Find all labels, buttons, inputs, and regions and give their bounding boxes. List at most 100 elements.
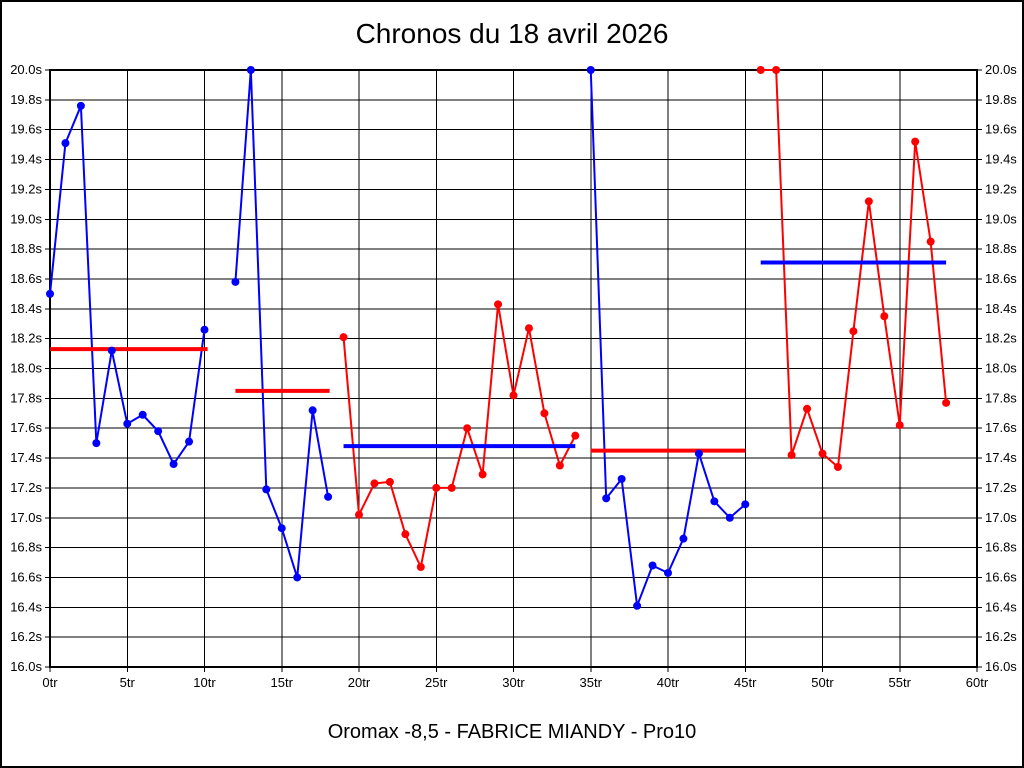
y-axis-label-right: 17.6s [985,420,1017,435]
y-axis-label-right: 18.6s [985,271,1017,286]
series-line-stint-3 [342,303,577,569]
data-point-stint-5 [803,404,812,413]
data-point-stint-4 [741,500,750,509]
data-point-stint-4 [664,568,672,577]
y-axis-label-left: 20.0s [10,62,42,77]
y-axis-label-right: 17.0s [985,510,1017,525]
x-axis-label: 0tr [42,675,58,690]
data-point-stint-5 [818,449,827,458]
data-point-stint-3 [432,483,441,492]
y-axis-label-right: 16.4s [985,599,1017,614]
x-axis-label: 15tr [271,675,294,690]
y-axis-label-left: 18.4s [10,301,42,316]
data-point-stint-1 [61,139,70,148]
data-point-stint-1 [123,419,132,428]
x-axis-label: 20tr [348,675,371,690]
y-axis-label-right: 19.2s [985,181,1017,196]
data-point-stint-1 [138,410,147,419]
data-point-stint-3 [571,431,580,440]
data-point-stint-4 [602,494,611,503]
x-axis-label: 25tr [425,675,448,690]
x-axis-label: 50tr [811,675,834,690]
data-point-stint-4 [586,66,595,74]
data-point-stint-2 [231,277,240,286]
data-point-stint-3 [447,483,456,492]
data-point-stint-3 [339,333,348,342]
y-axis-label-right: 18.4s [985,301,1017,316]
y-axis-label-left: 18.8s [10,241,42,256]
data-point-stint-3 [509,391,518,400]
chart-caption: Oromax -8,5 - FABRICE MIANDY - Pro10 [327,721,697,743]
chart-title: Chronos du 18 avril 2026 [355,18,669,49]
data-point-stint-5 [833,463,842,472]
y-axis-label-left: 18.2s [10,331,42,346]
y-axis-label-right: 19.0s [985,211,1017,226]
data-point-stint-2 [262,485,271,494]
data-point-stint-1 [169,460,178,469]
data-point-stint-4 [617,474,626,483]
y-axis-label-right: 17.2s [985,480,1017,495]
data-point-stint-5 [787,451,796,460]
data-point-stint-1 [46,289,54,298]
data-point-stint-3 [401,530,410,539]
x-axis-label: 10tr [193,675,216,690]
y-axis-label-right: 16.8s [985,540,1017,555]
y-axis-label-left: 16.2s [10,629,42,644]
x-axis-label: 40tr [657,675,680,690]
x-axis-label: 55tr [889,675,912,690]
y-axis-label-right: 18.8s [985,241,1017,256]
data-point-stint-3 [355,510,363,519]
y-axis-label-left: 17.6s [10,420,42,435]
data-point-stint-3 [385,477,394,486]
y-axis-label-left: 16.4s [10,599,42,614]
data-point-stint-3 [478,470,487,479]
x-axis-label: 45tr [734,675,757,690]
y-axis-label-left: 18.6s [10,271,42,286]
x-axis-label: 30tr [502,675,525,690]
data-point-stint-2 [308,406,317,415]
y-axis-label-left: 19.2s [10,181,42,196]
y-axis-label-right: 16.0s [985,659,1017,674]
data-point-stint-3 [416,563,425,572]
data-point-stint-3 [540,409,549,418]
data-point-stint-5 [756,66,765,74]
data-point-stint-3 [463,424,472,433]
y-axis-label-right: 20.0s [985,62,1017,77]
y-axis-label-left: 19.6s [10,122,42,137]
data-point-stint-2 [246,66,255,74]
x-axis-label: 5tr [120,675,136,690]
data-point-stint-4 [725,513,734,522]
data-point-stint-2 [293,573,302,582]
plot-frame [49,69,978,668]
y-axis-label-right: 17.8s [985,390,1017,405]
data-point-stint-3 [524,324,533,333]
data-point-stint-3 [370,479,379,488]
data-point-stint-2 [324,492,333,501]
y-axis-label-left: 19.0s [10,211,42,226]
data-point-stint-5 [942,398,951,407]
y-axis-label-left: 17.8s [10,390,42,405]
y-axis-label-left: 17.0s [10,510,42,525]
y-axis-label-left: 16.0s [10,659,42,674]
y-axis-label-left: 18.0s [10,361,42,376]
data-point-stint-5 [864,197,873,206]
data-point-stint-1 [92,439,101,448]
data-point-stint-1 [107,346,116,355]
data-point-stint-1 [200,325,209,334]
data-point-stint-5 [895,421,904,430]
data-point-stint-5 [849,327,858,336]
x-axis-label: 60tr [966,675,989,690]
y-axis-label-left: 16.8s [10,540,42,555]
data-point-stint-4 [710,497,719,506]
x-axis-label: 35tr [580,675,603,690]
y-axis-label-left: 16.6s [10,569,42,584]
y-axis-label-left: 17.2s [10,480,42,495]
y-axis-label-right: 16.2s [985,629,1017,644]
data-point-stint-5 [911,137,920,146]
y-axis-label-right: 16.6s [985,569,1017,584]
y-axis-label-right: 17.4s [985,450,1017,465]
data-point-stint-5 [926,237,935,246]
data-point-stint-1 [76,101,85,110]
data-point-stint-4 [648,561,657,570]
